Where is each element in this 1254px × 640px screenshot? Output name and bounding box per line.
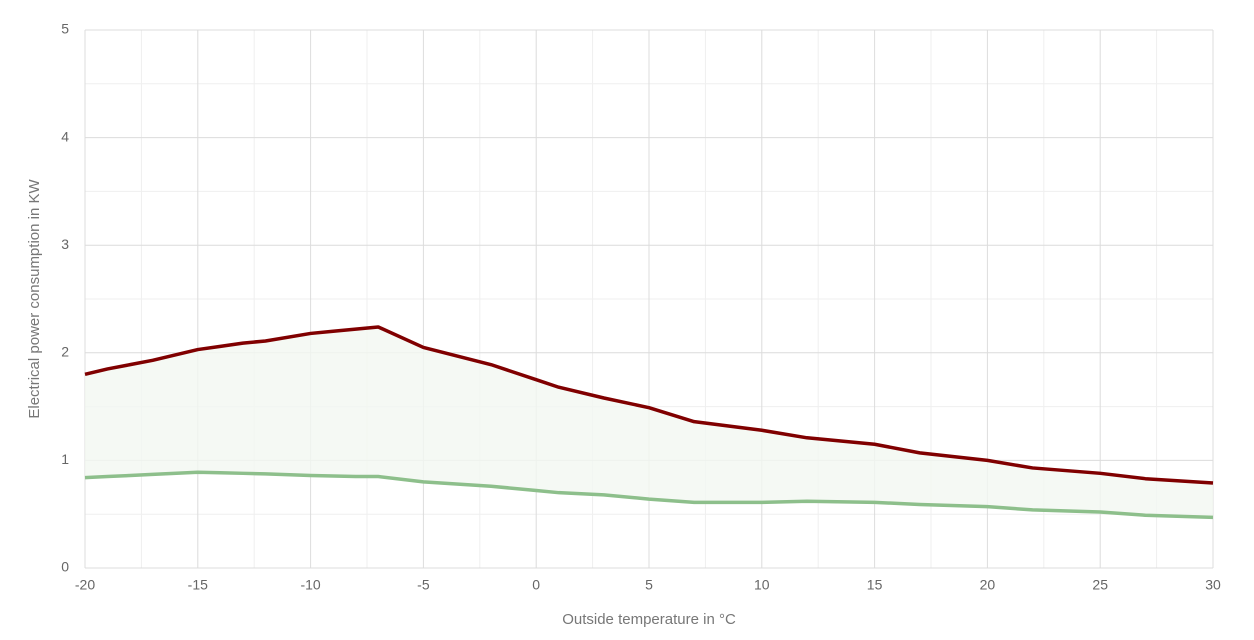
y-tick-label: 1: [61, 451, 69, 467]
x-axis-title: Outside temperature in °C: [562, 611, 736, 628]
series-line: [84, 470, 1214, 520]
y-axis-title: Electrical power consumption in KW: [26, 179, 43, 419]
x-tick-label: -5: [417, 577, 430, 593]
x-tick-label: 15: [867, 577, 883, 593]
y-tick-label: 4: [61, 128, 69, 144]
x-tick-label: -20: [75, 577, 95, 593]
y-tick-label: 3: [61, 236, 69, 252]
range-area: [85, 326, 1213, 518]
x-tick-label: 20: [980, 577, 996, 593]
series-line: [84, 325, 1214, 485]
x-tick-label: 5: [645, 577, 653, 593]
x-tick-label: -10: [300, 577, 320, 593]
y-tick-label: 5: [61, 21, 69, 37]
y-tick-label: 0: [61, 559, 69, 575]
x-tick-label: 25: [1092, 577, 1108, 593]
x-tick-label: -15: [188, 577, 208, 593]
x-tick-label: 0: [532, 577, 540, 593]
y-tick-label: 2: [61, 344, 69, 360]
x-tick-label: 30: [1205, 577, 1221, 593]
x-tick-label: 10: [754, 577, 770, 593]
